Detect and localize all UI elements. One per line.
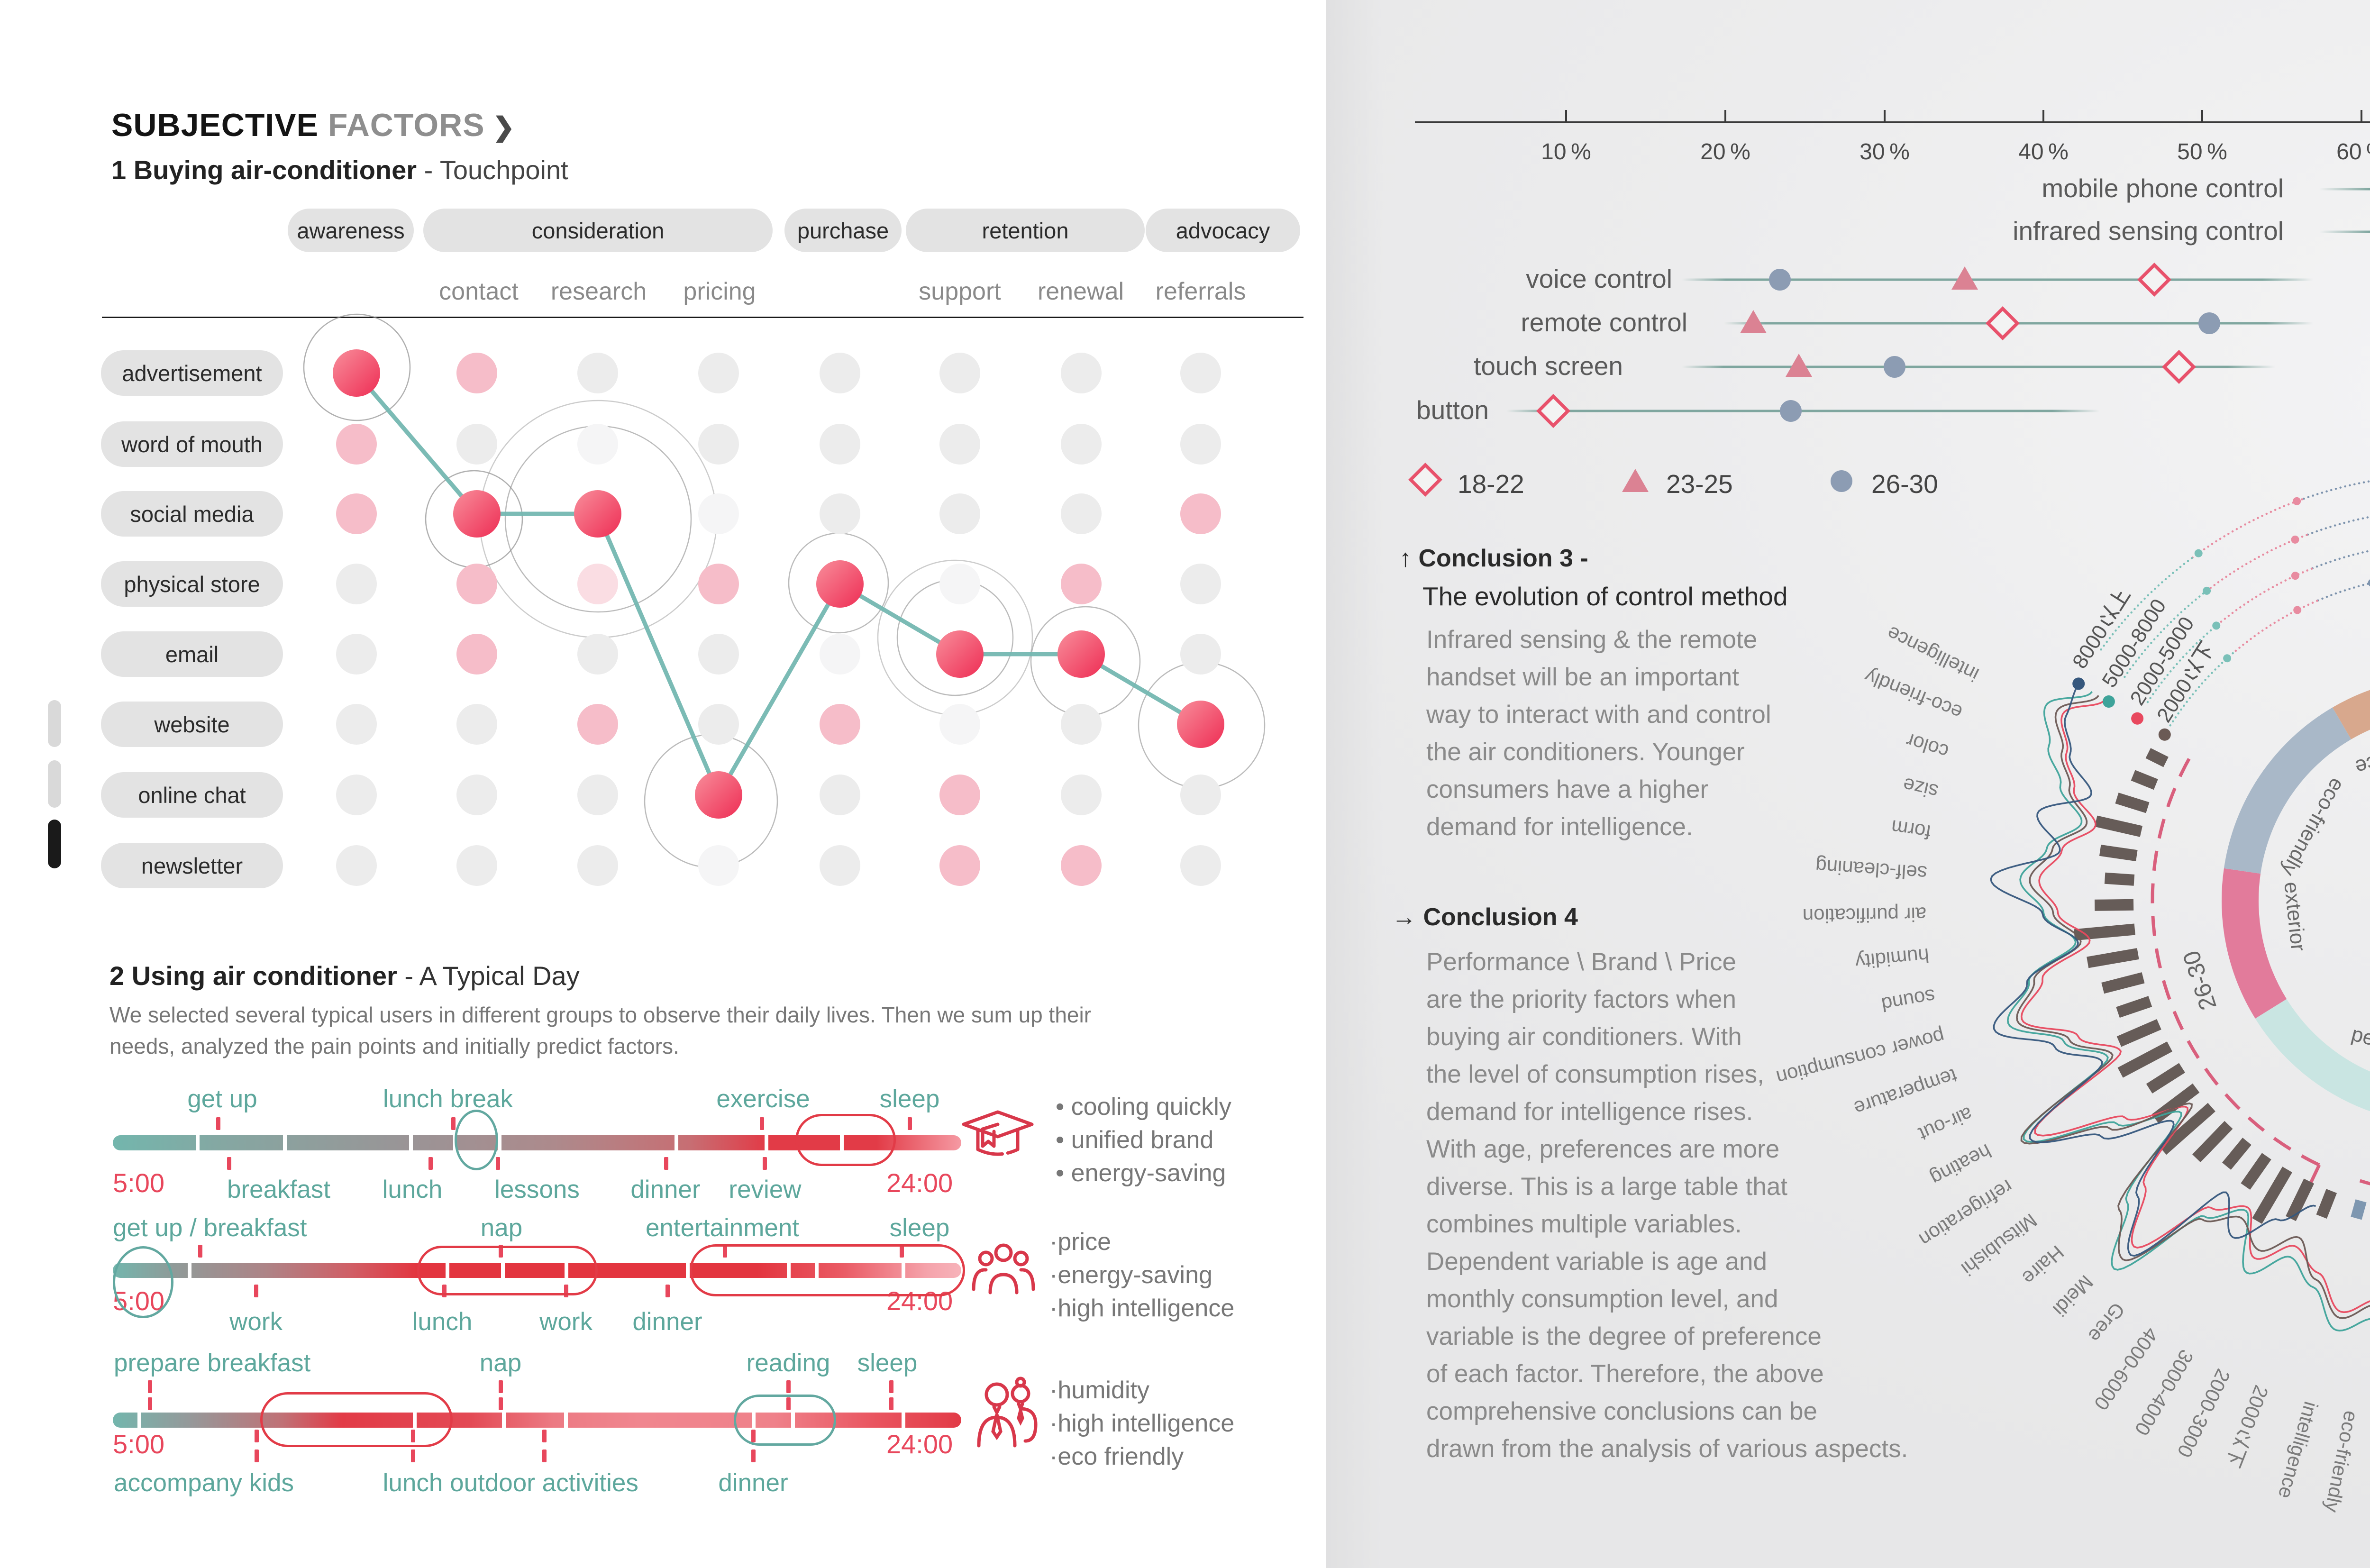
svg-text:air purification: air purification <box>1803 903 1927 927</box>
svg-text:self-cleaning: self-cleaning <box>1815 855 1928 884</box>
svg-text:size: size <box>1901 774 1940 803</box>
svg-text:remote control: remote control <box>1521 308 1687 337</box>
svg-text:temperature: temperature <box>1851 1064 1960 1120</box>
svg-text:heating: heating <box>1927 1140 1995 1190</box>
svg-text:form: form <box>1890 816 1932 844</box>
svg-text:infrared sensing control: infrared sensing control <box>2013 216 2284 246</box>
svg-text:23-25: 23-25 <box>1666 469 1733 499</box>
svg-text:eco-friendly: eco-friendly <box>2321 1409 2362 1514</box>
svg-text:26-30: 26-30 <box>1871 469 1938 499</box>
svg-text:Haire: Haire <box>2018 1241 2068 1289</box>
svg-text:40 %: 40 % <box>2018 139 2069 164</box>
svg-text:button: button <box>1416 395 1489 425</box>
svg-text:Meidi: Meidi <box>2049 1271 2098 1321</box>
svg-text:50 %: 50 % <box>2177 139 2227 164</box>
svg-text:Gree: Gree <box>2084 1298 2129 1347</box>
svg-text:26-30: 26-30 <box>2178 948 2222 1013</box>
svg-text:touch screen: touch screen <box>1474 351 1623 381</box>
svg-text:10 %: 10 % <box>1541 139 1591 164</box>
svg-text:intelligence: intelligence <box>2353 729 2370 779</box>
svg-text:exterior: exterior <box>2279 881 2310 952</box>
svg-text:18-22: 18-22 <box>1458 469 1524 499</box>
svg-text:color: color <box>1903 729 1951 763</box>
svg-text:30 %: 30 % <box>1860 139 1910 164</box>
svg-text:2000: 2000 <box>2236 1382 2273 1431</box>
svg-text:60 %: 60 % <box>2336 139 2370 164</box>
svg-text:voice control: voice control <box>1526 264 1672 293</box>
svg-text:20 %: 20 % <box>1700 139 1750 164</box>
svg-text:humidity: humidity <box>1854 944 1930 973</box>
svg-text:air-out: air-out <box>1915 1103 1976 1146</box>
svg-text:mobile phone control: mobile phone control <box>2042 173 2284 203</box>
svg-text:8000: 8000 <box>2068 621 2113 673</box>
svg-text:intelligence: intelligence <box>2274 1399 2322 1501</box>
svg-text:sound: sound <box>1880 985 1937 1016</box>
